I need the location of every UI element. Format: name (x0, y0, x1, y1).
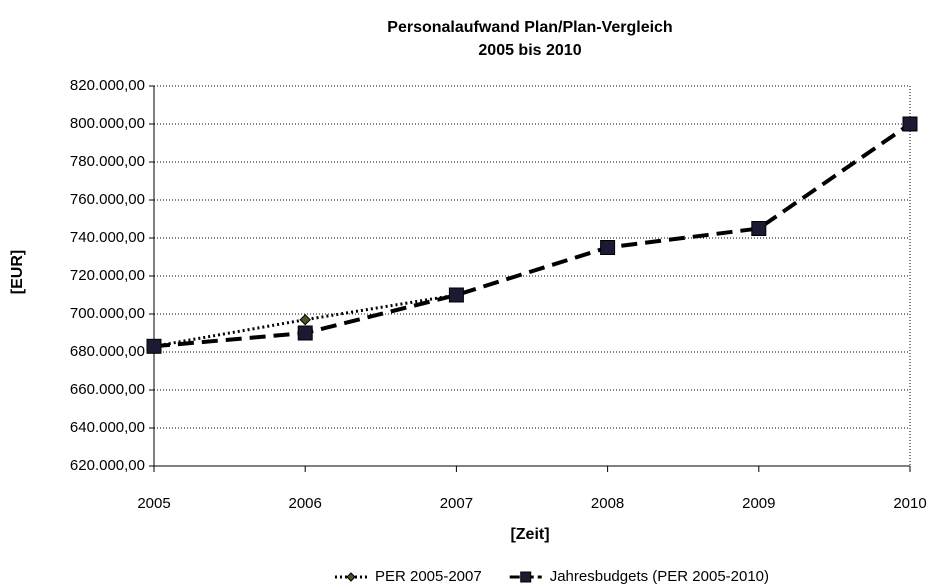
data-point (600, 240, 616, 255)
legend-swatch-marker (346, 572, 356, 582)
legend-swatch-marker (520, 571, 532, 583)
data-point (751, 221, 767, 236)
series-line (153, 122, 912, 349)
legend-label: Jahresbudgets (PER 2005-2010) (550, 568, 769, 585)
x-tick-label: 2007 (440, 495, 473, 512)
data-point (146, 338, 162, 354)
y-tick-label: 760.000,00 (70, 191, 145, 208)
y-tick-label: 780.000,00 (70, 153, 145, 170)
series-line (153, 293, 457, 348)
chart-title: Personalaufwand Plan/Plan-Vergleich (387, 19, 672, 36)
y-axis-label: [EUR] (9, 250, 26, 294)
y-tick-label: 680.000,00 (70, 343, 145, 360)
data-point (448, 287, 464, 303)
y-tick-label: 820.000,00 (70, 77, 145, 94)
y-tick-label: 620.000,00 (70, 457, 145, 474)
y-tick-label: 700.000,00 (70, 305, 145, 322)
y-tick-label: 720.000,00 (70, 267, 145, 284)
y-tick-label: 640.000,00 (70, 419, 145, 436)
legend-label: PER 2005-2007 (375, 568, 482, 585)
x-tick-label: 2010 (893, 495, 926, 512)
x-tick-label: 2009 (742, 495, 775, 512)
x-tick-label: 2006 (289, 495, 322, 512)
y-tick-label: 740.000,00 (70, 229, 145, 246)
x-tick-label: 2005 (137, 495, 170, 512)
chart-subtitle: 2005 bis 2010 (478, 42, 581, 59)
data-point (299, 313, 311, 326)
x-tick-label: 2008 (591, 495, 624, 512)
x-axis-label: [Zeit] (510, 526, 549, 543)
data-point (902, 116, 918, 132)
data-point (297, 325, 313, 341)
y-tick-label: 660.000,00 (70, 381, 145, 398)
y-tick-label: 800.000,00 (70, 115, 145, 132)
